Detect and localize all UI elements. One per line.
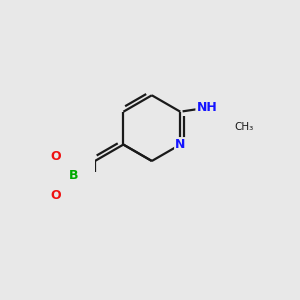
Text: O: O bbox=[50, 150, 61, 163]
Text: N: N bbox=[175, 138, 185, 151]
Text: B: B bbox=[69, 169, 78, 182]
Text: NH: NH bbox=[196, 101, 217, 114]
Text: O: O bbox=[50, 189, 61, 202]
Text: CH₃: CH₃ bbox=[235, 122, 254, 132]
